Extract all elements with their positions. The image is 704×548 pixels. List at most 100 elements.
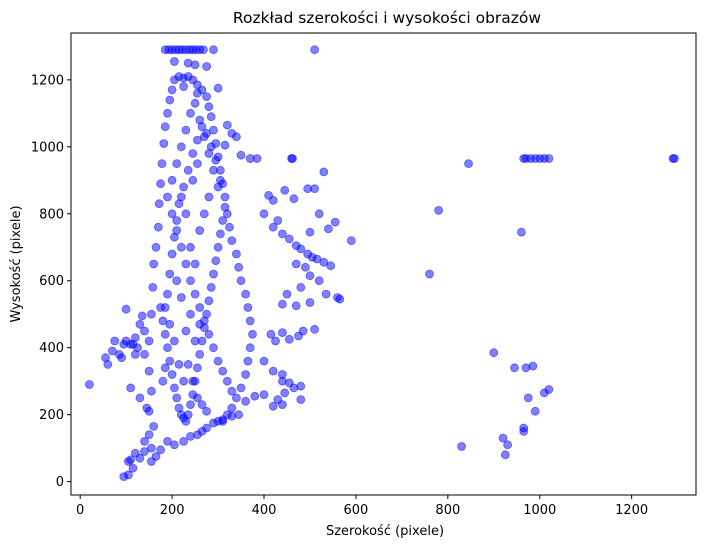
data-point: [227, 403, 237, 413]
data-point: [209, 165, 218, 175]
y-tick-label: 0: [56, 475, 64, 490]
data-point: [268, 222, 278, 232]
data-point: [519, 426, 529, 436]
data-point: [157, 159, 167, 169]
data-point: [110, 336, 120, 346]
data-point: [220, 192, 230, 202]
data-point: [284, 334, 294, 344]
data-point: [277, 299, 287, 309]
data-point: [204, 102, 214, 112]
data-point: [149, 421, 159, 431]
data-point: [319, 167, 329, 177]
data-point: [213, 83, 223, 93]
data-point: [222, 410, 232, 420]
data-point: [288, 154, 297, 163]
data-point: [259, 209, 269, 219]
data-point: [149, 259, 159, 269]
chart-title: Rozkład szerokości i wysokości obrazów: [233, 9, 542, 27]
data-point: [305, 298, 315, 307]
data-point: [146, 443, 156, 453]
data-point: [236, 383, 246, 393]
data-point: [192, 393, 202, 403]
data-point: [280, 388, 290, 398]
data-point: [163, 108, 172, 118]
data-point: [108, 346, 117, 356]
data-point: [186, 400, 195, 410]
data-point: [197, 85, 207, 95]
data-point: [544, 154, 554, 163]
data-point: [159, 139, 169, 148]
data-point: [209, 343, 218, 353]
data-point: [243, 356, 253, 366]
data-point: [310, 45, 320, 55]
y-tick-label: 400: [39, 341, 64, 356]
data-point: [172, 276, 182, 286]
data-point: [277, 400, 287, 410]
data-point: [188, 175, 198, 185]
data-point: [156, 179, 166, 189]
data-point: [169, 440, 179, 450]
data-point: [192, 363, 202, 373]
data-point: [160, 122, 170, 132]
y-tick-label: 800: [39, 207, 64, 222]
data-point: [209, 45, 218, 55]
data-point: [144, 366, 154, 376]
data-point: [186, 276, 195, 286]
data-point: [135, 319, 145, 329]
data-point: [195, 349, 205, 359]
data-point: [197, 400, 207, 410]
data-point: [174, 359, 184, 369]
data-point: [268, 401, 278, 411]
data-point: [148, 282, 158, 292]
data-point: [434, 205, 444, 215]
data-point: [188, 149, 198, 158]
data-point: [213, 242, 223, 252]
data-point: [163, 192, 172, 202]
data-point: [500, 450, 510, 460]
data-point: [250, 391, 260, 401]
data-point: [190, 289, 200, 299]
data-point: [284, 234, 294, 244]
data-point: [202, 406, 212, 416]
data-point: [245, 343, 255, 353]
data-point: [259, 356, 269, 366]
x-tick-label: 1000: [523, 503, 556, 518]
data-point: [220, 140, 230, 150]
data-point: [218, 366, 228, 376]
data-point: [303, 184, 313, 194]
data-point: [172, 393, 182, 403]
data-point: [181, 326, 191, 336]
data-point: [323, 224, 333, 234]
data-point: [530, 406, 540, 416]
data-point: [186, 431, 195, 441]
data-point: [268, 366, 278, 376]
x-tick-label: 0: [76, 503, 84, 518]
data-point: [176, 192, 186, 202]
data-point: [181, 125, 191, 135]
data-point: [176, 242, 186, 252]
data-point: [209, 418, 218, 428]
y-axis-label: Wysokość (pixele): [9, 205, 24, 322]
data-point: [188, 376, 198, 386]
data-point: [231, 132, 241, 142]
data-point: [183, 410, 193, 420]
data-point: [137, 311, 147, 321]
data-point: [227, 386, 237, 396]
data-point: [195, 303, 205, 312]
data-point: [206, 142, 216, 152]
data-point: [195, 226, 205, 235]
x-tick-label: 600: [344, 503, 369, 518]
data-point: [544, 385, 554, 394]
data-point: [181, 209, 191, 219]
data-point: [670, 154, 679, 163]
data-point: [296, 395, 306, 405]
data-point: [218, 216, 228, 225]
data-point: [85, 380, 94, 389]
data-point: [202, 62, 212, 71]
data-point: [510, 363, 519, 373]
data-point: [296, 244, 306, 254]
data-point: [167, 209, 177, 219]
data-point: [489, 348, 499, 358]
data-point: [176, 293, 186, 302]
data-point: [202, 92, 212, 101]
